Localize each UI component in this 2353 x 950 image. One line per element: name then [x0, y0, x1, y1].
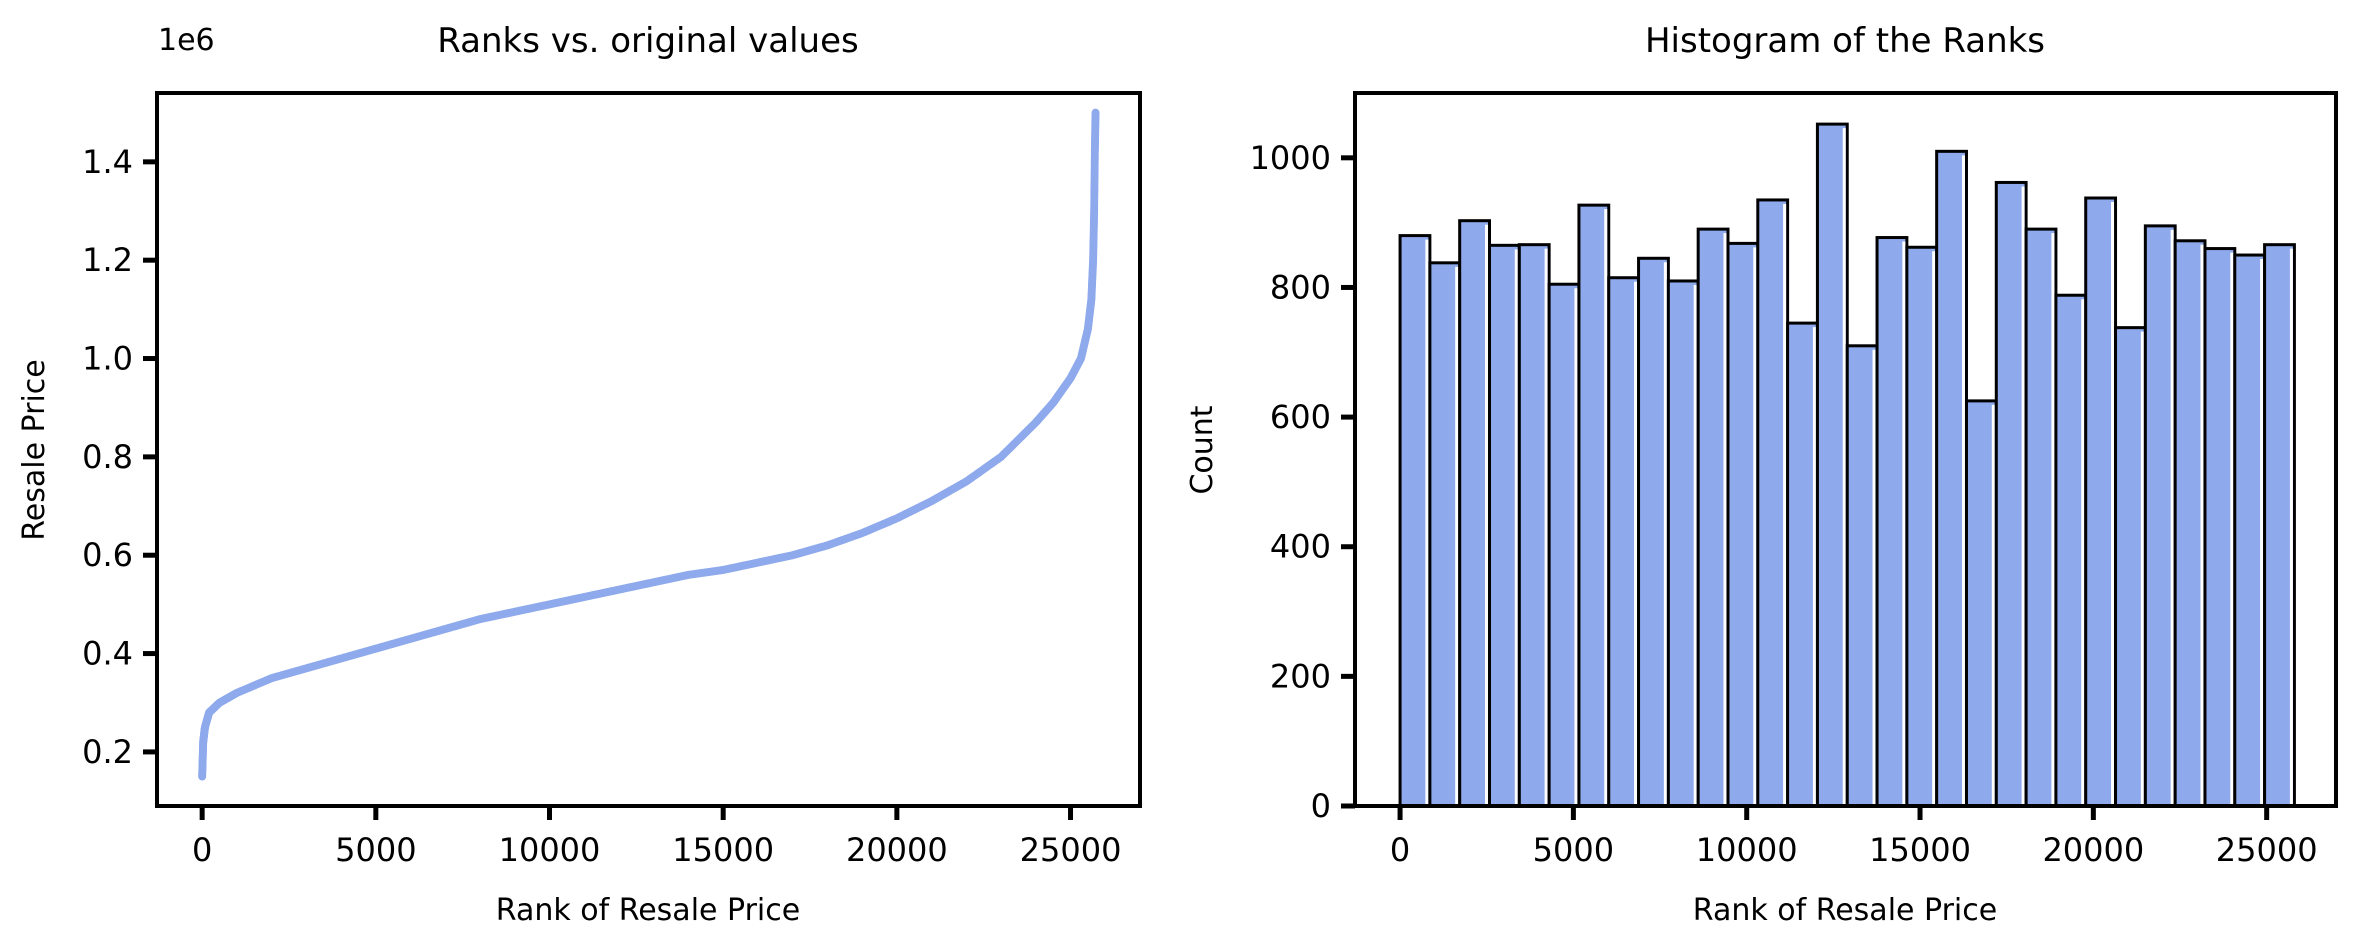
y-tick-label: 0.8: [82, 438, 133, 476]
scatter-chart: 0 5000 10000 15000 20000 25000 0.2 0.4 0.6 0.8 1.0…: [17, 21, 1142, 928]
y-tick-label: 400: [1270, 528, 1331, 566]
left-ticks: 0 5000 10000 15000 20000 25000 0.2 0.4 0.6 0.8 1.0…: [82, 143, 1121, 869]
offset-label: 1e6: [158, 23, 215, 58]
x-tick-label: 15000: [1869, 831, 1971, 869]
y-tick-label: 1.2: [82, 241, 133, 279]
y-tick-label: 200: [1270, 657, 1331, 695]
x-tick-label: 15000: [672, 831, 774, 869]
histogram-bar: [1428, 261, 1462, 808]
right-ylabel: Count: [1185, 405, 1220, 494]
scatter-point: [1091, 110, 1100, 119]
right-axes-frame: [1353, 91, 2338, 808]
right-xlabel: Rank of Resale Price: [1693, 893, 1997, 928]
histogram-bar: [1577, 203, 1611, 808]
left-title: Ranks vs. original values: [437, 21, 858, 61]
y-tick-label: 0.4: [82, 635, 133, 673]
left-xlabel: Rank of Resale Price: [496, 893, 800, 928]
y-tick-label: 1.4: [82, 143, 133, 181]
x-tick-label: 10000: [1696, 831, 1798, 869]
x-tick-label: 0: [1390, 831, 1410, 869]
x-tick-label: 25000: [1020, 831, 1122, 869]
histogram-bar: [2263, 243, 2296, 808]
histogram-bar: [1905, 245, 1939, 808]
left-ylabel: Resale Price: [17, 359, 52, 540]
y-tick-label: 800: [1270, 268, 1331, 306]
y-tick-label: 600: [1270, 398, 1331, 436]
histogram-bar: [2084, 196, 2118, 808]
histogram-bar: [1607, 276, 1641, 808]
histogram-bar: [2203, 247, 2237, 808]
x-tick-label: 25000: [2216, 831, 2318, 869]
x-tick-label: 20000: [846, 831, 948, 869]
right-ticks: 0 5000 10000 15000 20000 25000 0 200 400 600 800 10…: [1250, 139, 2318, 869]
histogram-bar: [2024, 227, 2058, 808]
histogram-bar: [1398, 234, 1432, 808]
y-tick-label: 1.0: [82, 340, 133, 378]
y-tick-label: 0.6: [82, 536, 133, 574]
x-tick-label: 20000: [2042, 831, 2144, 869]
y-tick-label: 0.2: [82, 733, 133, 771]
histogram-bar: [1726, 241, 1760, 808]
x-tick-label: 10000: [499, 831, 601, 869]
x-tick-label: 5000: [1533, 831, 1614, 869]
right-title: Histogram of the Ranks: [1645, 21, 2045, 61]
y-tick-label: 0: [1311, 787, 1331, 825]
histogram-bar: [1637, 256, 1670, 808]
histogram-chart: 0 5000 10000 15000 20000 25000 0 200 400 600 800 10…: [1185, 21, 2338, 928]
scatter-points: [198, 108, 1100, 781]
x-tick-label: 0: [192, 831, 212, 869]
left-axes-frame: [155, 91, 1142, 808]
y-tick-label: 1000: [1250, 139, 1331, 177]
histogram-bar: [1547, 282, 1581, 808]
histogram-bars: [1398, 122, 2296, 808]
x-tick-label: 5000: [335, 831, 416, 869]
histogram-bar: [1815, 122, 1849, 808]
